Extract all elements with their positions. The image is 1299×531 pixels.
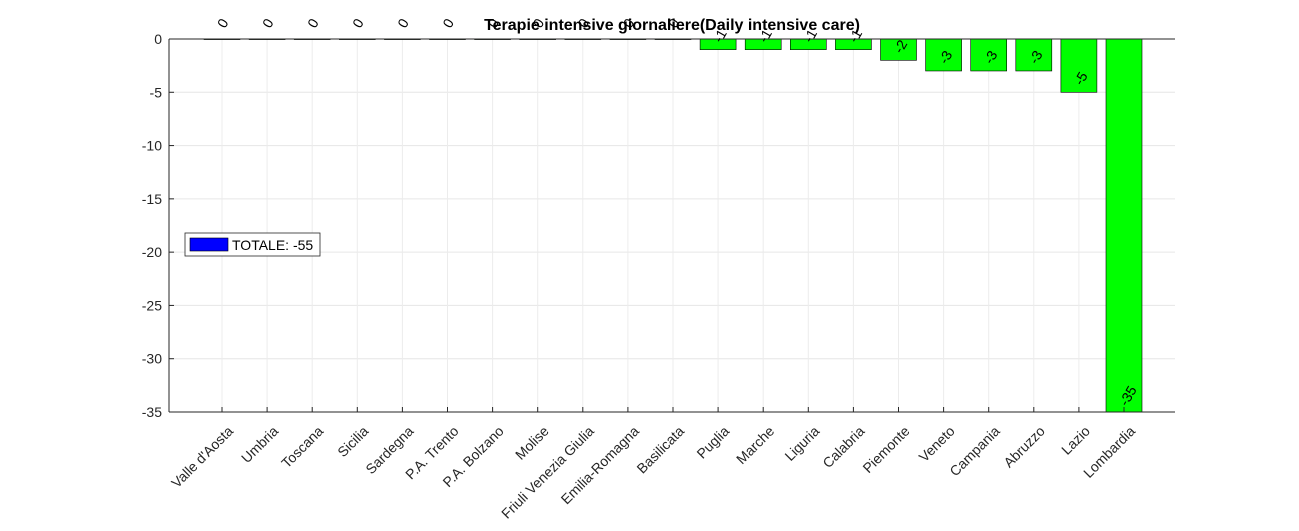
x-tick-label: Campania [946, 423, 1003, 480]
data-label: 0 [349, 16, 367, 31]
y-tick-label: -5 [150, 84, 163, 100]
y-tick-label: -30 [142, 351, 162, 367]
legend-swatch [189, 237, 229, 252]
x-tick-label: Puglia [693, 423, 732, 462]
bars [203, 38, 1143, 413]
x-tick-label: Emilia-Romagna [558, 423, 643, 508]
y-tick-label: -20 [142, 244, 162, 260]
bar [1105, 38, 1143, 413]
x-tick-label: Umbria [238, 423, 281, 466]
bar [1060, 38, 1098, 93]
data-label: 0 [304, 16, 322, 31]
y-tick-label: -25 [142, 297, 162, 313]
data-label: 0 [259, 16, 277, 31]
y-tick-label: 0 [154, 31, 162, 47]
data-label: 0 [394, 16, 412, 31]
axes [168, 38, 1175, 413]
chart-title: Terapie intensive giornaliere(Daily inte… [484, 17, 860, 34]
legend: TOTALE: -55 [184, 232, 321, 257]
data-label: 0 [214, 16, 232, 31]
legend-label: TOTALE: -55 [232, 237, 313, 253]
x-tick-label: Molise [512, 423, 552, 463]
y-tick-label: -15 [142, 191, 162, 207]
x-tick-label: Sicilia [334, 423, 371, 460]
x-tick-label: Piemonte [859, 423, 912, 476]
x-tick-label: Liguria [781, 423, 822, 464]
bar [970, 38, 1008, 72]
plot-area [169, 39, 1175, 412]
x-tick-label: Valle d'Aosta [168, 423, 236, 491]
x-tick-label: Toscana [278, 423, 326, 471]
data-label: 0 [439, 16, 457, 31]
bar [1015, 38, 1053, 72]
x-tick-label: Basilicata [633, 423, 687, 477]
x-tick-label: Veneto [916, 423, 958, 465]
y-tick-label: -35 [142, 404, 162, 420]
bar [925, 38, 962, 72]
y-tick-labels: 0 -5 -10 -15 -20 -25 -30 -35 [142, 31, 162, 420]
x-tick-label: Lazio [1058, 423, 1093, 458]
x-tick-label: Abruzzo [1000, 423, 1048, 471]
y-tick-label: -10 [142, 138, 162, 154]
x-tick-label: Marche [733, 423, 777, 467]
